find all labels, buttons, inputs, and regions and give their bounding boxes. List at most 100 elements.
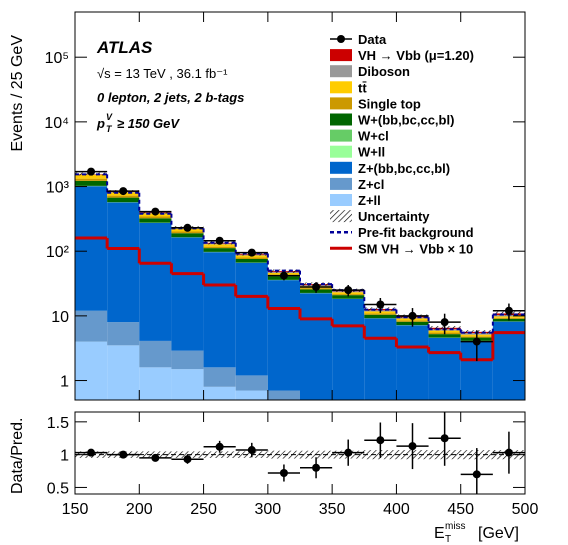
data-point	[247, 248, 256, 257]
x-tick-label: 500	[512, 501, 539, 518]
data-point	[215, 236, 224, 245]
legend-swatch	[330, 129, 352, 142]
data-point	[312, 282, 321, 291]
legend-label: VH → Vbb (μ=1.20)	[358, 48, 474, 63]
legend-swatch	[330, 49, 352, 62]
stack-segment	[107, 322, 140, 346]
stack-segment	[203, 248, 236, 252]
legend-label: Data	[358, 32, 387, 47]
stack-segment	[203, 246, 236, 249]
data-point	[279, 271, 288, 280]
legend-swatch	[330, 65, 352, 78]
stack-segment	[139, 218, 172, 223]
data-point	[376, 436, 385, 445]
stack-segment	[332, 295, 365, 299]
x-tick-label: 200	[126, 501, 153, 518]
data-point	[87, 448, 96, 457]
kinematic-cut: pV T ≥ 150 GeV	[96, 112, 180, 134]
data-point	[279, 469, 288, 478]
stack-segment	[267, 390, 300, 400]
stack-segment	[139, 222, 172, 341]
stack-segment	[300, 406, 332, 414]
legend-label: W+ll	[358, 145, 385, 160]
legend-swatch	[330, 113, 352, 126]
data-point	[440, 318, 449, 327]
data-point	[87, 167, 96, 176]
legend-swatch	[330, 81, 352, 94]
stack-segment	[235, 262, 268, 376]
atlas-label: ATLAS	[96, 38, 153, 57]
data-point	[472, 337, 481, 346]
stack-segment	[171, 237, 204, 351]
data-point	[344, 286, 353, 295]
x-tick-label: 450	[447, 501, 474, 518]
stack-segment	[75, 178, 108, 181]
legend-label: Uncertainty	[358, 209, 430, 224]
stack-segment	[139, 340, 172, 368]
stack-segment	[171, 369, 204, 400]
x-tick-label: 350	[319, 501, 346, 518]
stack-segment	[75, 186, 108, 311]
data-point	[408, 311, 417, 320]
main-plot	[75, 167, 525, 425]
stack-segment	[364, 313, 397, 315]
stack-segment	[332, 298, 365, 400]
stack-segment	[364, 314, 397, 319]
data-point	[344, 448, 353, 457]
legend-label: Single top	[358, 96, 421, 111]
energy-lumi: √s = 13 TeV , 36.1 fb⁻¹	[97, 66, 228, 81]
stack-segment	[75, 180, 108, 186]
legend-label: W+cl	[358, 129, 389, 144]
x-label-superscript: miss	[445, 521, 466, 532]
y-tick-label: 10³	[46, 180, 70, 197]
y-tick-label: 10⁴	[44, 115, 69, 132]
ratio-plot	[75, 412, 525, 494]
legend-swatch	[330, 177, 352, 190]
data-point	[472, 470, 481, 479]
x-tick-label: 150	[62, 501, 89, 518]
legend-label: SM VH → Vbb × 10	[358, 241, 473, 256]
stack-segment	[107, 197, 140, 203]
cut-symbol: p	[96, 116, 105, 131]
stack-segment	[300, 293, 333, 400]
legend-swatch	[330, 145, 352, 158]
legend-label: Pre-fit background	[358, 225, 474, 240]
legend-label: W+(bb,bc,cc,bl)	[358, 113, 454, 128]
data-point	[504, 448, 513, 457]
selection: 0 lepton, 2 jets, 2 b-tags	[97, 90, 244, 105]
stack-segment	[171, 231, 204, 234]
y-tick-label: 10	[51, 309, 69, 326]
data-point	[183, 223, 192, 232]
stack-segment	[107, 345, 140, 400]
legend-label: Z+cl	[358, 177, 384, 192]
stack-segment	[107, 195, 140, 198]
legend-swatch	[330, 97, 352, 110]
stack-segment	[203, 367, 236, 387]
stack-segment	[203, 244, 236, 247]
cut-text: ≥ 150 GeV	[117, 116, 180, 131]
data-point	[504, 306, 513, 315]
y-tick-label: 1.5	[47, 415, 69, 432]
data-point	[408, 442, 417, 451]
legend-swatch	[330, 210, 352, 223]
data-point	[119, 187, 128, 196]
stack-segment	[332, 414, 364, 425]
x-tick-label: 250	[190, 501, 217, 518]
x-label-text: [GeV]	[478, 525, 519, 542]
stack-segment	[396, 325, 429, 400]
stack-segment	[75, 174, 108, 179]
legend-label: Z+(bb,bc,cc,bl)	[358, 161, 450, 176]
stack-segment	[428, 337, 461, 400]
data-point	[247, 446, 256, 455]
y-tick-label: 10⁵	[45, 50, 69, 67]
y-tick-label: 0.5	[47, 480, 69, 497]
x-label-subscript: T	[445, 534, 451, 545]
stack-segment	[364, 318, 397, 400]
stack-segment	[139, 367, 172, 400]
legend-label: Diboson	[358, 64, 410, 79]
stack-segment	[492, 321, 525, 400]
stack-segment	[235, 258, 268, 263]
stack-segment	[235, 257, 268, 259]
